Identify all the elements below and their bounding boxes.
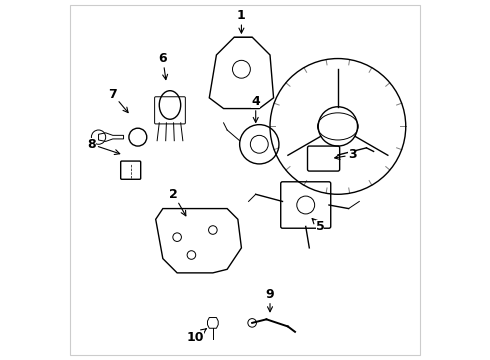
Text: 3: 3 bbox=[335, 148, 357, 162]
Text: 6: 6 bbox=[159, 52, 168, 80]
Text: 8: 8 bbox=[87, 138, 120, 154]
Text: 9: 9 bbox=[266, 288, 274, 312]
Text: 4: 4 bbox=[251, 95, 260, 122]
Text: 1: 1 bbox=[237, 9, 246, 33]
Text: 5: 5 bbox=[312, 219, 324, 233]
Text: 10: 10 bbox=[186, 329, 206, 344]
Text: 7: 7 bbox=[108, 88, 128, 113]
Text: 2: 2 bbox=[169, 188, 186, 216]
